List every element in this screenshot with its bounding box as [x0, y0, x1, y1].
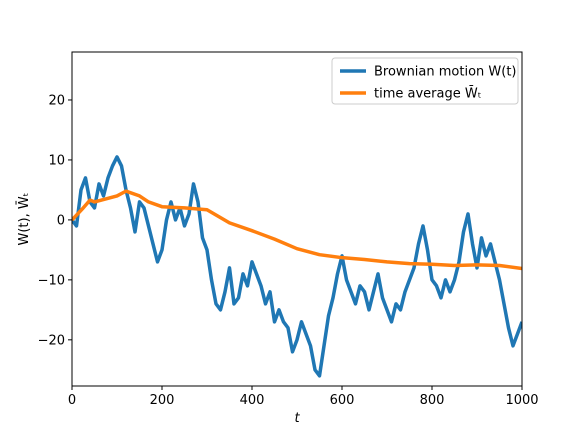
- x-tick-label: 800: [420, 393, 445, 408]
- x-tick-label: 600: [330, 393, 355, 408]
- x-tick-label: 1000: [505, 393, 538, 408]
- x-tick-label: 400: [240, 393, 265, 408]
- series-line: [72, 155, 522, 378]
- x-tick-label: 0: [68, 393, 76, 408]
- y-tick-label: 10: [48, 153, 65, 168]
- y-axis-label: W(t), W̄ₜ: [17, 192, 32, 245]
- plot-frame: [71, 51, 523, 387]
- x-tick-label: 200: [150, 393, 175, 408]
- legend-label: Brownian motion W(t): [374, 65, 517, 80]
- series-line: [72, 189, 522, 271]
- y-tick-label: −10: [38, 273, 65, 288]
- y-tick-label: 0: [57, 213, 65, 228]
- y-tick-label: 20: [48, 93, 65, 108]
- y-tick-label: −20: [38, 333, 65, 348]
- x-axis-label: t: [294, 411, 300, 426]
- legend-label: time average W̄ₜ: [374, 86, 482, 101]
- legend-box: [331, 57, 519, 105]
